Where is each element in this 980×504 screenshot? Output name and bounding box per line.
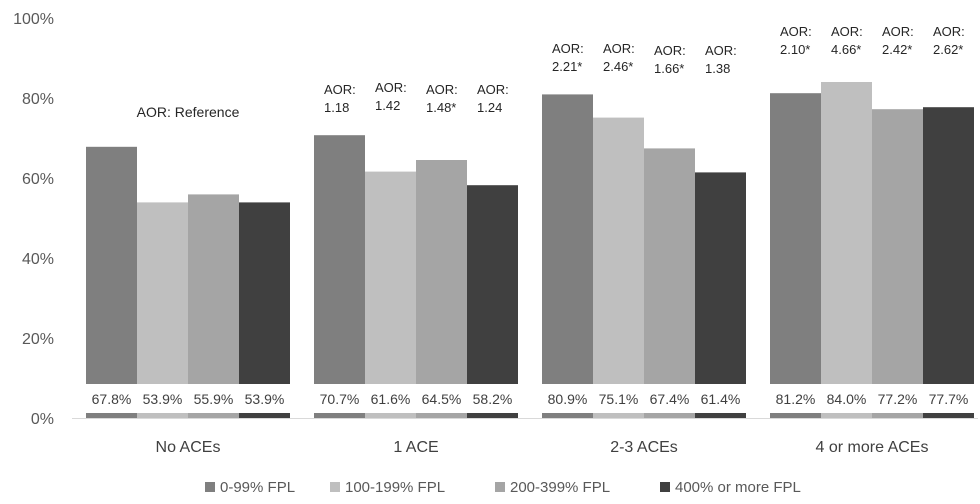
y-tick-label: 40% [22,251,54,268]
data-label: 70.7% [320,391,360,407]
bar [923,107,974,418]
data-label: 64.5% [422,391,462,407]
bar-base-marker [86,413,137,418]
bar-base-marker [821,413,872,418]
bar-base-marker [239,413,290,418]
bar-base-marker [314,413,365,418]
legend-swatch [205,482,215,492]
data-label: 58.2% [473,391,513,407]
legend-swatch [495,482,505,492]
y-tick-label: 80% [22,91,54,108]
bar-base-marker [593,413,644,418]
data-label: 75.1% [599,391,639,407]
legend-label: 0-99% FPL [220,479,295,496]
bar-base-marker [137,413,188,418]
bar [137,202,188,418]
aor-annotation: AOR: 4.66* [831,24,863,57]
data-label-band [314,384,518,413]
x-category-label: 1 ACE [393,439,438,456]
aor-annotation: AOR: 2.21* [552,41,584,74]
bar [872,109,923,418]
aor-annotation: AOR: 1.18 [324,82,356,115]
data-label-band [770,384,974,413]
data-label: 53.9% [245,391,285,407]
legend-label: 200-399% FPL [510,479,610,496]
bar-base-marker [770,413,821,418]
y-tick-label: 100% [13,11,54,28]
bar [467,185,518,418]
bar [542,94,593,419]
aor-annotation: AOR: 2.46* [603,41,635,74]
bar-base-marker [872,413,923,418]
data-label: 61.6% [371,391,411,407]
bar-base-marker [644,413,695,418]
aor-annotation: AOR: Reference [137,104,240,120]
y-tick-label: 0% [31,411,54,428]
aor-annotation: AOR: 1.24 [477,82,509,115]
bar [416,160,467,418]
bar-base-marker [365,413,416,418]
bar [314,135,365,418]
bar-base-marker [416,413,467,418]
aor-annotation: AOR: 2.42* [882,24,914,57]
data-label: 81.2% [776,391,816,407]
data-label-band [86,384,290,413]
aor-annotation: AOR: 1.48* [426,82,458,115]
data-label: 55.9% [194,391,234,407]
aor-annotation: AOR: 1.66* [654,43,686,76]
bar [821,82,872,418]
data-label: 53.9% [143,391,183,407]
data-label: 67.4% [650,391,690,407]
bar [644,148,695,418]
bar-base-marker [923,413,974,418]
legend-label: 400% or more FPL [675,479,801,496]
bar-base-marker [695,413,746,418]
y-tick-label: 20% [22,331,54,348]
x-category-label: 4 or more ACEs [816,439,929,456]
bar [86,146,137,419]
aor-annotation: AOR: 2.62* [933,24,965,57]
data-label-band [542,384,746,413]
bar-base-marker [188,413,239,418]
bar [188,194,239,418]
data-label: 80.9% [548,391,588,407]
data-label: 61.4% [701,391,741,407]
legend-label: 100-199% FPL [345,479,445,496]
legend-swatch [660,482,670,492]
bar [239,202,290,418]
bar-base-marker [467,413,518,418]
data-label: 67.8% [92,391,132,407]
aor-annotation: AOR: 2.10* [780,24,812,57]
bar [365,171,416,418]
legend-swatch [330,482,340,492]
data-label: 84.0% [827,391,867,407]
aor-annotation: AOR: 1.38 [705,43,737,76]
bar-base-marker [542,413,593,418]
aor-annotation: AOR: 1.42 [375,80,407,113]
x-category-label: 2-3 ACEs [610,439,678,456]
y-tick-label: 60% [22,171,54,188]
data-label: 77.2% [878,391,918,407]
bar [770,93,821,418]
bar [695,172,746,418]
data-label: 77.7% [929,391,969,407]
x-category-label: No ACEs [156,439,221,456]
bar [593,117,644,418]
